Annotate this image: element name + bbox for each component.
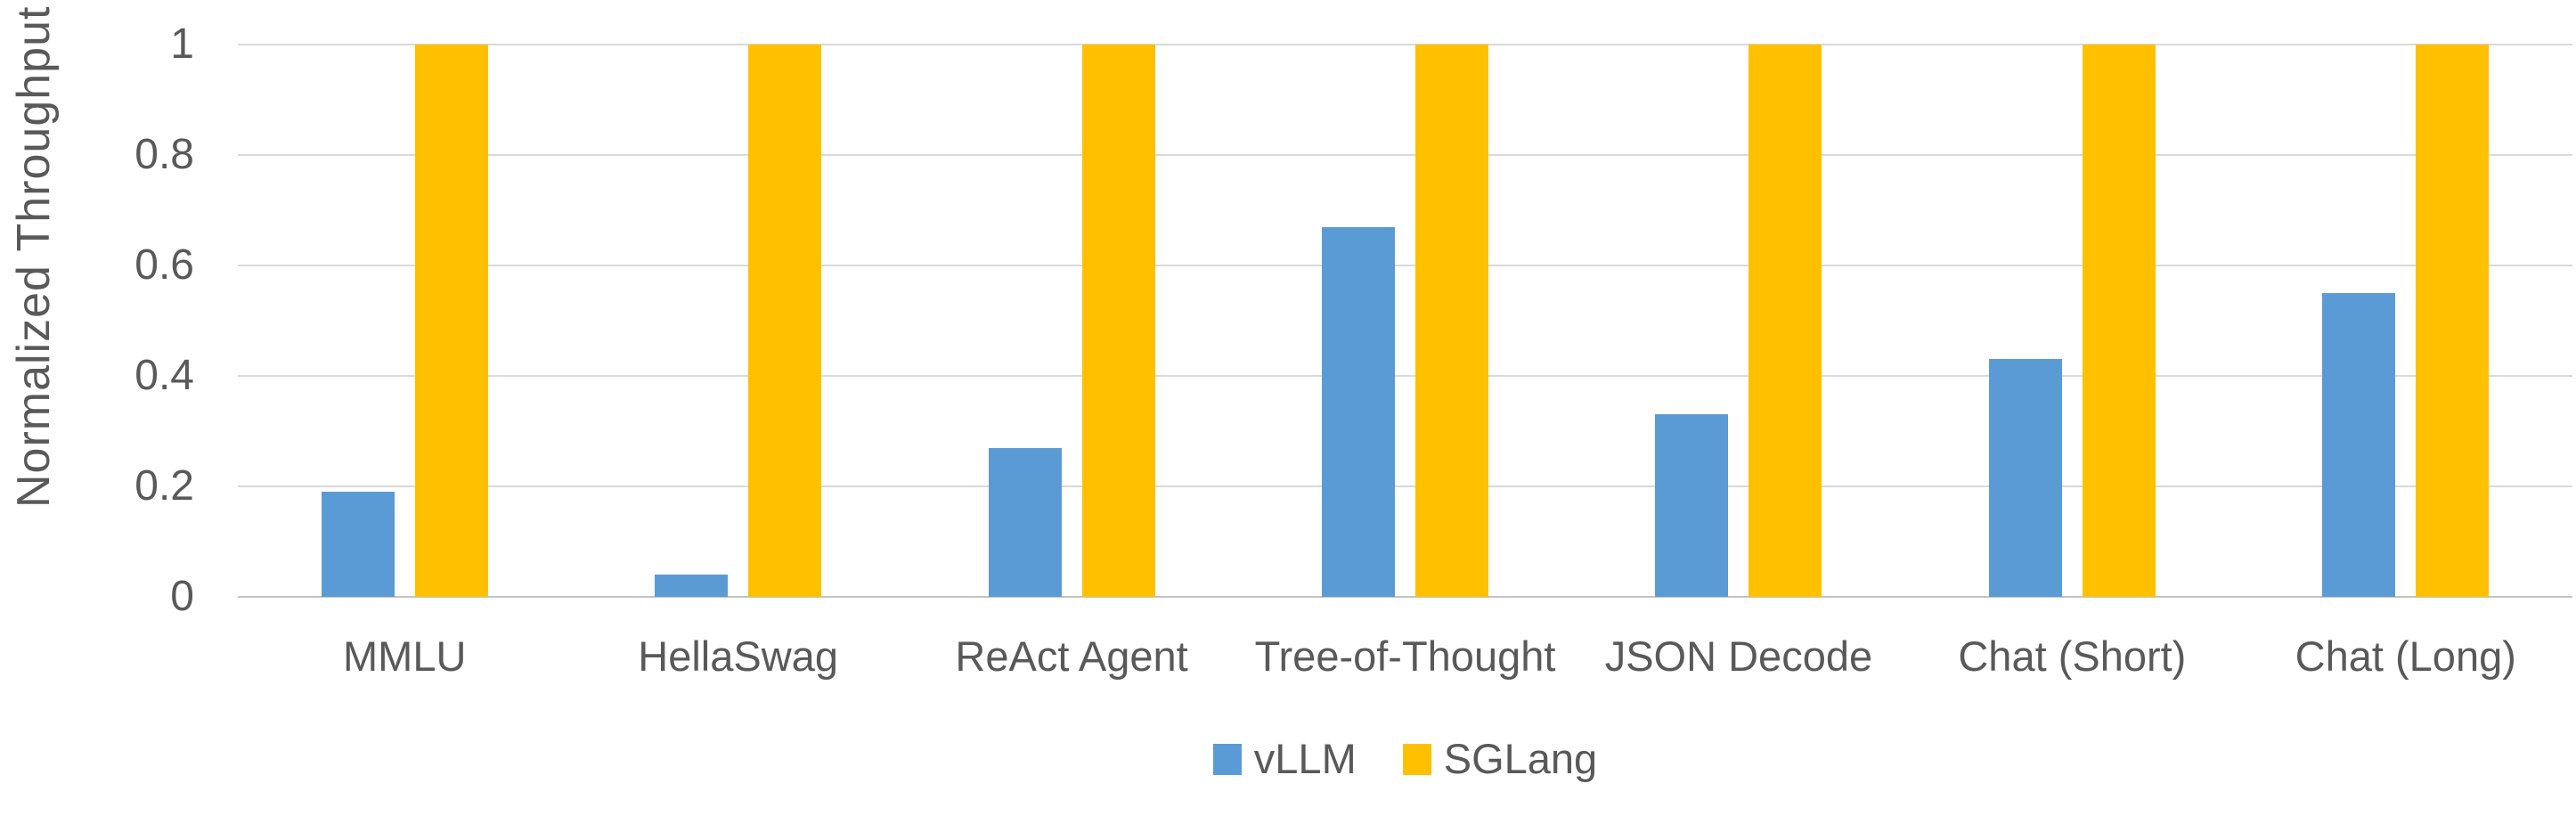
chart-legend: vLLM SGLang bbox=[238, 732, 2572, 786]
bar-vllm-react-agent bbox=[988, 448, 1062, 597]
x-axis-label-chat-short: Chat (Short) bbox=[1958, 632, 2187, 680]
x-axis-label-mmlu: MMLU bbox=[343, 632, 467, 680]
bar-vllm-hellaswag bbox=[655, 575, 729, 597]
gridline bbox=[238, 154, 2572, 156]
x-axis-label-json-decode: JSON Decode bbox=[1604, 632, 1873, 680]
legend-item-sglang: SGLang bbox=[1402, 732, 1598, 786]
legend-label-sglang: SGLang bbox=[1443, 735, 1598, 782]
bar-sglang-react-agent bbox=[1081, 45, 1155, 597]
bar-sglang-mmlu bbox=[414, 45, 488, 597]
bar-sglang-chat-short bbox=[2082, 45, 2156, 597]
y-tick-label-0.4: 0.4 bbox=[135, 352, 194, 399]
x-axis-label-react-agent: ReAct Agent bbox=[955, 632, 1188, 680]
bar-sglang-hellaswag bbox=[748, 45, 822, 597]
gridline bbox=[238, 485, 2572, 487]
legend-swatch-vllm bbox=[1212, 743, 1242, 775]
y-axis-tick-labels: 0 0.2 0.4 0.6 0.8 1 bbox=[0, 20, 194, 620]
plot-area bbox=[238, 44, 2572, 598]
x-axis-label-tree-of-thought: Tree-of-Thought bbox=[1254, 632, 1556, 680]
legend-label-vllm: vLLM bbox=[1253, 735, 1357, 782]
y-tick-label-0.8: 0.8 bbox=[135, 131, 194, 178]
y-tick-label-0.6: 0.6 bbox=[135, 241, 194, 289]
bar-vllm-mmlu bbox=[321, 492, 395, 597]
gridline bbox=[238, 44, 2572, 45]
bar-vllm-chat-long bbox=[2322, 293, 2396, 597]
x-axis-category-labels: MMLU HellaSwag ReAct Agent Tree-of-Thought J… bbox=[238, 629, 2572, 684]
y-tick-label-0: 0 bbox=[170, 573, 194, 620]
bar-vllm-json-decode bbox=[1655, 414, 1729, 597]
y-tick-label-0.2: 0.2 bbox=[135, 462, 194, 510]
bar-vllm-tree-of-thought bbox=[1322, 227, 1395, 597]
legend-item-vllm: vLLM bbox=[1212, 732, 1357, 786]
y-tick-label-1: 1 bbox=[170, 20, 194, 68]
bar-sglang-tree-of-thought bbox=[1415, 45, 1488, 597]
x-axis-label-chat-long: Chat (Long) bbox=[2295, 632, 2516, 680]
bar-sglang-chat-long bbox=[2416, 45, 2490, 597]
x-axis-line bbox=[238, 596, 2572, 598]
bar-sglang-json-decode bbox=[1749, 45, 1822, 597]
gridline bbox=[238, 375, 2572, 377]
gridline bbox=[238, 265, 2572, 266]
legend-swatch-sglang bbox=[1402, 743, 1431, 775]
bar-vllm-chat-short bbox=[1988, 359, 2062, 597]
x-axis-label-hellaswag: HellaSwag bbox=[638, 632, 838, 680]
